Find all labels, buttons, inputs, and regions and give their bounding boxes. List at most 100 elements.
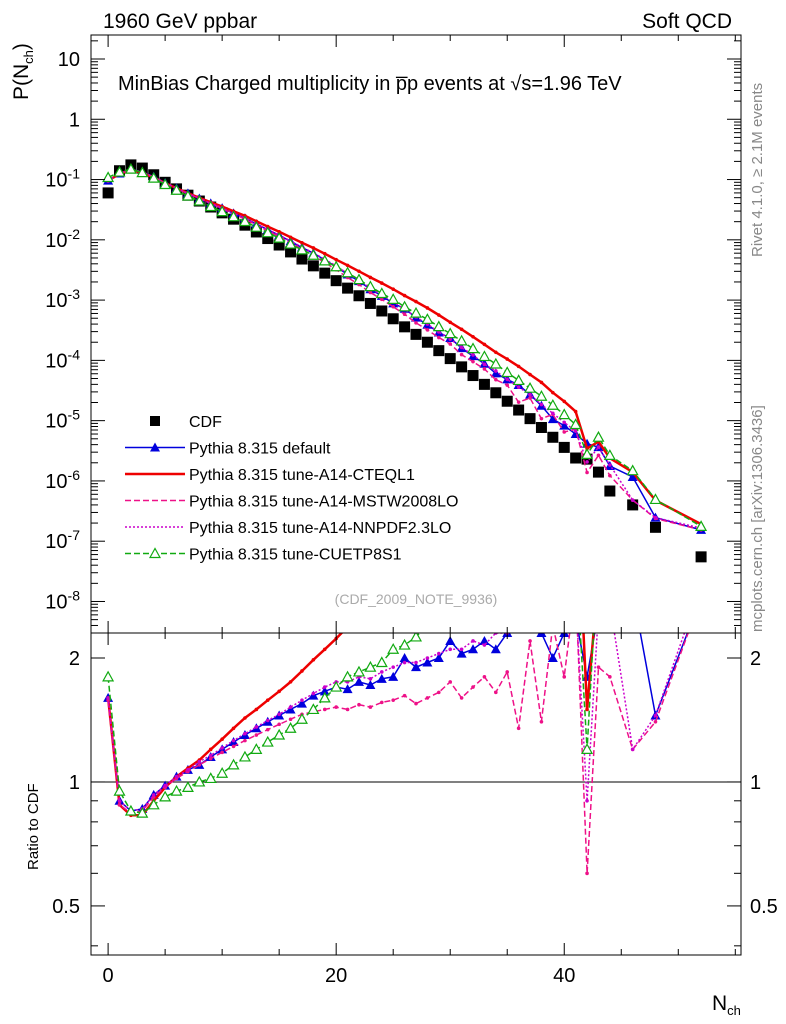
cdf-point [296, 253, 308, 265]
series-marker-4 [466, 342, 480, 354]
series-marker-2 [585, 470, 589, 475]
ratio-marker-2 [197, 763, 202, 767]
ratio-marker-4 [445, 606, 455, 615]
ratio-marker-2 [368, 705, 373, 709]
series-marker-4 [147, 171, 160, 183]
ratio-marker-3 [585, 799, 589, 803]
cdf-point [501, 395, 513, 407]
series-marker-2 [379, 297, 384, 302]
header-right: Soft QCD [642, 10, 732, 33]
series-marker-2 [494, 377, 498, 382]
series-marker-4 [284, 237, 297, 249]
ratio-marker-0 [696, 593, 706, 602]
ratio-marker-4 [193, 775, 206, 787]
ratio-marker-2 [505, 670, 510, 674]
x-tick-label: 40 [553, 965, 575, 987]
series-marker-4 [444, 327, 457, 339]
ratio-marker-3 [117, 799, 122, 803]
cdf-point [513, 404, 525, 416]
series-marker-2 [608, 473, 612, 478]
cdf-point [444, 353, 456, 365]
y-tick-label: 10-6 [45, 467, 80, 493]
ratio-marker-0 [285, 704, 296, 714]
series-marker-1 [391, 287, 395, 291]
ratio-marker-2 [117, 803, 122, 807]
ratio-marker-1 [437, 537, 441, 541]
ratio-marker-4 [434, 613, 444, 622]
series-marker-2 [505, 383, 510, 387]
series-marker-3 [471, 353, 475, 357]
series-marker-3 [494, 369, 498, 373]
series-marker-1 [334, 257, 338, 262]
ratio-marker-1 [597, 572, 601, 576]
ratio-marker-1 [528, 479, 532, 483]
series-marker-4 [261, 226, 274, 238]
series-marker-1 [345, 263, 350, 268]
legend-label: CDF [189, 414, 222, 431]
ratio-tick-label-right: 1 [750, 772, 761, 794]
series-marker-4 [204, 200, 217, 212]
ratio-marker-4 [307, 703, 320, 715]
ratio-marker-3 [551, 616, 555, 620]
series-marker-1 [402, 293, 407, 298]
ratio-marker-3 [425, 656, 430, 660]
ratio-marker-0 [536, 633, 547, 637]
ratio-marker-3 [699, 584, 703, 588]
cdf-point [547, 431, 559, 443]
ratio-marker-1 [414, 556, 418, 560]
ratio-marker-2 [482, 675, 487, 679]
series-marker-3 [539, 402, 544, 407]
legend-cdf-marker [150, 416, 160, 426]
series-marker-1 [494, 350, 498, 355]
series-marker-3 [630, 498, 635, 502]
series-marker-2 [391, 304, 395, 309]
ratio-axis-label: Ratio to CDF [25, 783, 42, 870]
ratio-tick-label: 2 [69, 648, 80, 670]
series-marker-4 [330, 260, 343, 272]
series-line-4 [107, 168, 702, 528]
ratio-marker-1 [540, 472, 544, 476]
series-marker-3 [573, 429, 578, 433]
series-line-3 [107, 168, 702, 529]
ratio-marker-3 [402, 660, 407, 665]
series-marker-3 [528, 392, 532, 397]
series-marker-2 [528, 396, 532, 400]
x-axis-label: Nch [712, 992, 741, 1018]
cdf-point [649, 521, 661, 533]
cdf-point [262, 233, 274, 245]
ratio-marker-0 [479, 635, 490, 645]
series-marker-4 [409, 306, 423, 318]
ratio-marker-2 [653, 719, 658, 724]
series-marker-1 [357, 269, 361, 274]
legend-marker-4 [148, 547, 162, 559]
ratio-tick-label: 0.5 [52, 896, 80, 918]
series-marker-1 [516, 364, 521, 369]
ratio-marker-1 [300, 669, 304, 673]
series-marker-3 [608, 463, 612, 467]
series-marker-2 [539, 416, 544, 421]
ratio-marker-4 [227, 758, 240, 770]
series-marker-4 [432, 320, 445, 332]
legend-marker-0 [150, 442, 160, 452]
ratio-marker-1 [585, 707, 589, 712]
y-axis-label: P(Nch) [10, 43, 36, 100]
series-marker-4 [421, 313, 434, 324]
ratio-marker-2 [459, 696, 464, 700]
y-tick-label: 10-5 [45, 407, 80, 433]
ratio-marker-4 [364, 660, 377, 672]
cdf-point [604, 485, 616, 497]
legend-label: Pythia 8.315 tune-A14-NNPDF2.3LO [189, 520, 451, 537]
side-label-bottom: mcplots.cern.ch [arXiv:1306.3436] [749, 405, 766, 632]
series-marker-3 [562, 420, 567, 425]
cdf-point [592, 466, 604, 478]
y-tick-exponent: -1 [68, 166, 81, 182]
cdf-point [285, 246, 297, 258]
series-marker-4 [649, 493, 662, 505]
ratio-marker-2 [528, 639, 532, 643]
cdf-point [307, 260, 319, 272]
ratio-marker-4 [571, 548, 581, 557]
ratio-marker-0 [628, 587, 638, 596]
ratio-marker-3 [288, 705, 293, 709]
ratio-marker-0 [388, 671, 399, 681]
y-tick-label: 10-4 [45, 346, 80, 372]
